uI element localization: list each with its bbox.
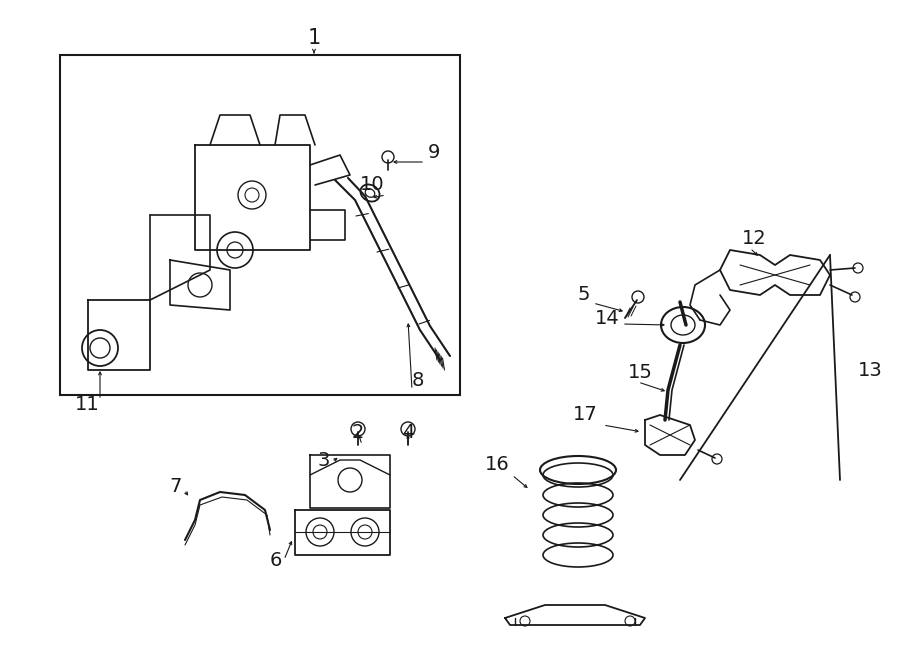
Text: 6: 6 [270, 551, 282, 570]
Text: 11: 11 [75, 395, 100, 414]
Text: 3: 3 [318, 451, 330, 469]
Text: 12: 12 [742, 229, 767, 247]
Text: 14: 14 [595, 309, 620, 327]
Text: 5: 5 [578, 286, 590, 305]
Text: 7: 7 [169, 477, 182, 496]
Text: 10: 10 [360, 176, 385, 194]
Text: 15: 15 [628, 362, 652, 381]
Bar [60, 55, 460, 395]
Text: 8: 8 [412, 371, 425, 389]
Text: 16: 16 [485, 455, 510, 475]
Text: 4: 4 [401, 422, 414, 442]
Text: 1: 1 [308, 28, 320, 48]
Text: 17: 17 [573, 405, 598, 424]
Text: 2: 2 [352, 422, 365, 442]
Text: 9: 9 [428, 143, 440, 161]
Text: 13: 13 [858, 360, 883, 379]
